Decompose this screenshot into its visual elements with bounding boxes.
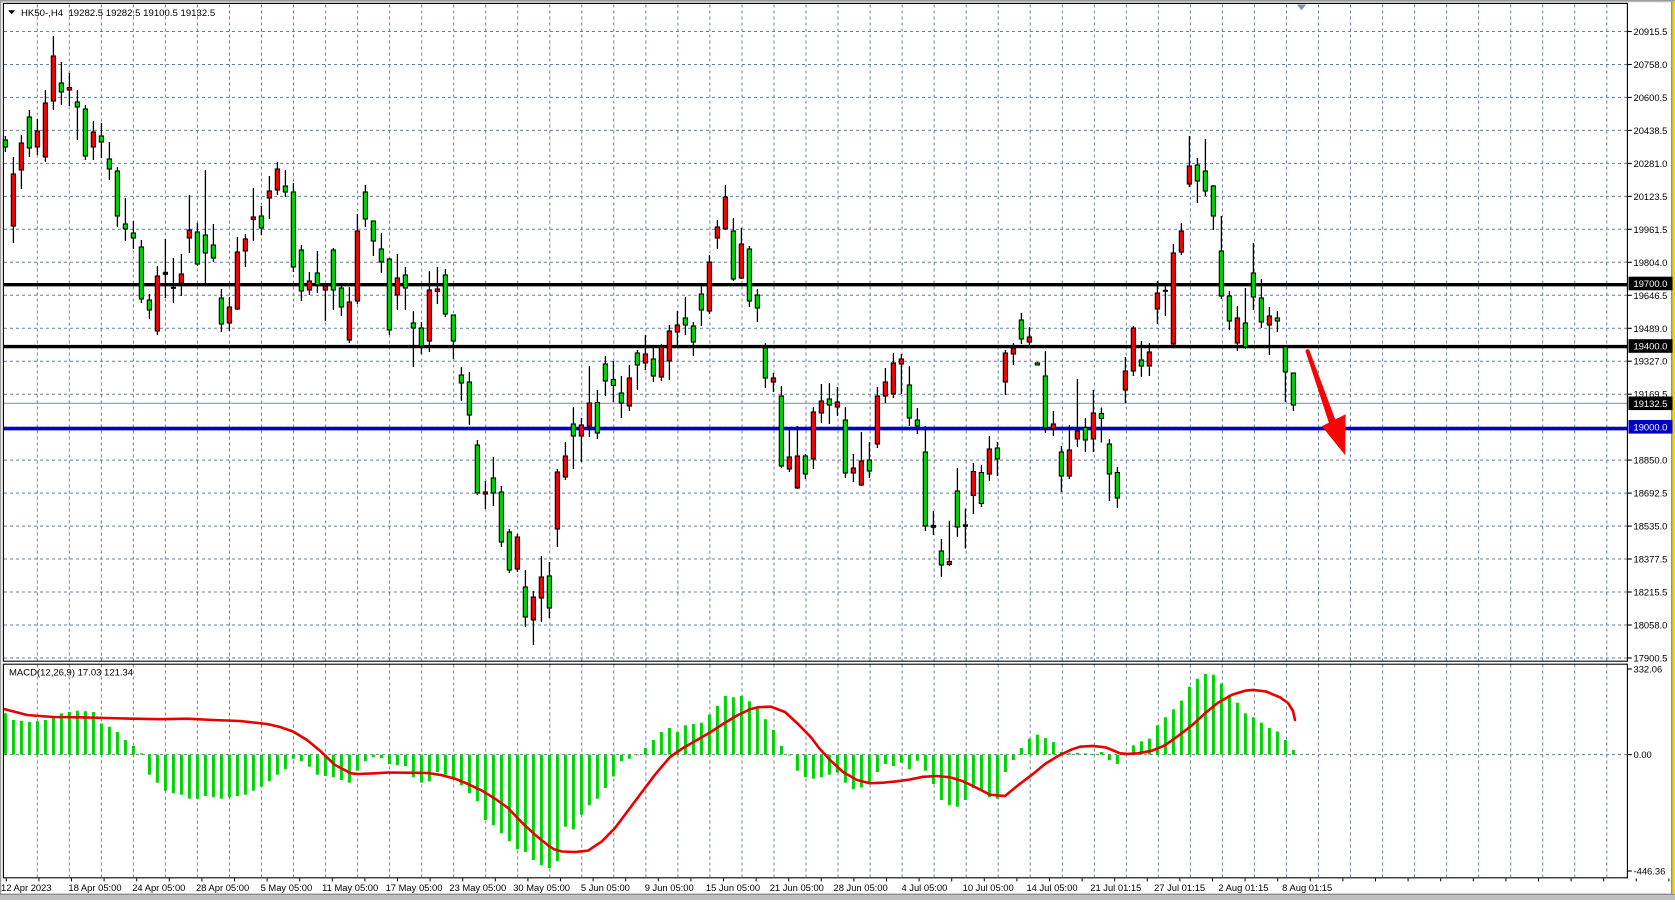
svg-text:4 Jul 05:00: 4 Jul 05:00 (901, 882, 947, 893)
svg-text:19961.5: 19961.5 (1634, 224, 1668, 235)
svg-text:MACD(12,26,9) 17.03 121.34: MACD(12,26,9) 17.03 121.34 (9, 668, 133, 679)
svg-text:10 Jul 05:00: 10 Jul 05:00 (963, 882, 1014, 893)
svg-text:18377.5: 18377.5 (1634, 554, 1668, 565)
svg-text:28 Jun 05:00: 28 Jun 05:00 (833, 882, 887, 893)
svg-text:17 May 05:00: 17 May 05:00 (386, 882, 443, 893)
svg-text:19000.0: 19000.0 (1634, 421, 1668, 432)
svg-text:21 Jul 01:15: 21 Jul 01:15 (1090, 882, 1141, 893)
svg-text:332.06: 332.06 (1634, 664, 1663, 675)
svg-text:9 Jun 05:00: 9 Jun 05:00 (645, 882, 694, 893)
svg-text:18850.0: 18850.0 (1634, 455, 1668, 466)
svg-text:14 Jul 05:00: 14 Jul 05:00 (1026, 882, 1077, 893)
svg-text:18215.5: 18215.5 (1634, 587, 1668, 598)
svg-text:24 Apr 05:00: 24 Apr 05:00 (132, 882, 185, 893)
svg-text:8 Aug 01:15: 8 Aug 01:15 (1282, 882, 1332, 893)
svg-text:-446.36: -446.36 (1634, 866, 1666, 877)
svg-text:17900.5: 17900.5 (1634, 653, 1668, 664)
svg-text:19132.5: 19132.5 (1634, 398, 1668, 409)
svg-text:19489.0: 19489.0 (1634, 323, 1668, 334)
svg-text:19327.0: 19327.0 (1634, 356, 1668, 367)
svg-text:20438.5: 20438.5 (1634, 125, 1668, 136)
svg-text:18058.0: 18058.0 (1634, 620, 1668, 631)
svg-text:19169.5: 19169.5 (1634, 389, 1668, 400)
svg-text:19400.0: 19400.0 (1634, 341, 1668, 352)
svg-text:20758.0: 20758.0 (1634, 59, 1668, 70)
svg-text:12 Apr 2023: 12 Apr 2023 (1, 882, 52, 893)
svg-text:20123.5: 20123.5 (1634, 191, 1668, 202)
svg-text:2 Aug 01:15: 2 Aug 01:15 (1218, 882, 1268, 893)
svg-text:30 May 05:00: 30 May 05:00 (513, 882, 570, 893)
svg-text:5 Jun 05:00: 5 Jun 05:00 (581, 882, 630, 893)
svg-text:19646.5: 19646.5 (1634, 290, 1668, 301)
svg-text:HK50-,H4 19282.5 19282.5 1910: HK50-,H4 19282.5 19282.5 19100.5 19132.5 (21, 8, 215, 19)
svg-text:20281.0: 20281.0 (1634, 158, 1668, 169)
svg-text:21 Jun 05:00: 21 Jun 05:00 (770, 882, 824, 893)
svg-text:28 Apr 05:00: 28 Apr 05:00 (196, 882, 249, 893)
svg-text:19700.0: 19700.0 (1634, 278, 1668, 289)
svg-text:5 May 05:00: 5 May 05:00 (261, 882, 313, 893)
svg-text:18692.5: 18692.5 (1634, 488, 1668, 499)
svg-text:18 Apr 05:00: 18 Apr 05:00 (68, 882, 121, 893)
svg-text:15 Jun 05:00: 15 Jun 05:00 (706, 882, 760, 893)
svg-text:23 May 05:00: 23 May 05:00 (449, 882, 506, 893)
svg-text:18535.0: 18535.0 (1634, 521, 1668, 532)
svg-text:20915.5: 20915.5 (1634, 26, 1668, 37)
svg-text:0.00: 0.00 (1634, 749, 1652, 760)
svg-text:11 May 05:00: 11 May 05:00 (322, 882, 378, 893)
svg-text:20600.5: 20600.5 (1634, 92, 1668, 103)
svg-text:19804.0: 19804.0 (1634, 257, 1668, 268)
svg-text:27 Jul 01:15: 27 Jul 01:15 (1154, 882, 1205, 893)
